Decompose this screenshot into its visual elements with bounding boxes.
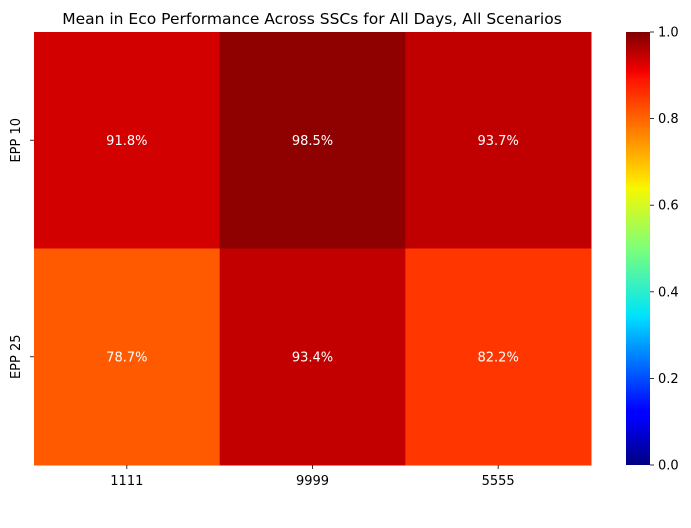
heatmap-cell [34, 248, 221, 466]
x-tick-label: 1111 [110, 474, 143, 489]
heatmap-cell [219, 248, 406, 466]
colorbar-tick-label: 0.4 [658, 285, 679, 300]
y-tick-label: EPP 25 [9, 334, 24, 379]
x-axis: 1111 9999 5555 [110, 465, 515, 489]
y-axis: EPP 10 EPP 25 [9, 118, 34, 379]
colorbar-ticks: 0.0 0.2 0.4 0.6 0.8 1.0 [650, 26, 679, 474]
cell-value-label: 98.5% [292, 134, 333, 149]
colorbar: 0.0 0.2 0.4 0.6 0.8 1.0 [626, 26, 679, 474]
cell-value-label: 91.8% [106, 134, 147, 149]
cell-value-label: 93.4% [292, 350, 333, 365]
colorbar-tick-label: 1.0 [658, 26, 679, 41]
cell-value-label: 82.2% [478, 350, 519, 365]
heatmap-cell [34, 32, 221, 249]
x-tick-label: 5555 [482, 474, 515, 489]
colorbar-tick-label: 0.2 [658, 372, 679, 387]
colorbar-tick-label: 0.0 [658, 459, 679, 474]
colorbar-tick-label: 0.6 [658, 199, 679, 214]
colorbar-tick-label: 0.8 [658, 112, 679, 127]
heatmap-cell [405, 248, 592, 466]
cell-value-label: 78.7% [106, 350, 147, 365]
colorbar-gradient [626, 32, 650, 465]
y-tick-label: EPP 10 [9, 118, 24, 163]
heatmap-cell [219, 32, 406, 249]
heatmap-cells: 91.8% 98.5% 93.7% 78.7% 93.4% 82.2% [34, 32, 592, 466]
heatmap-cell [405, 32, 592, 249]
chart-title: Mean in Eco Performance Across SSCs for … [62, 10, 562, 28]
cell-value-label: 93.7% [478, 134, 519, 149]
x-tick-label: 9999 [296, 474, 329, 489]
